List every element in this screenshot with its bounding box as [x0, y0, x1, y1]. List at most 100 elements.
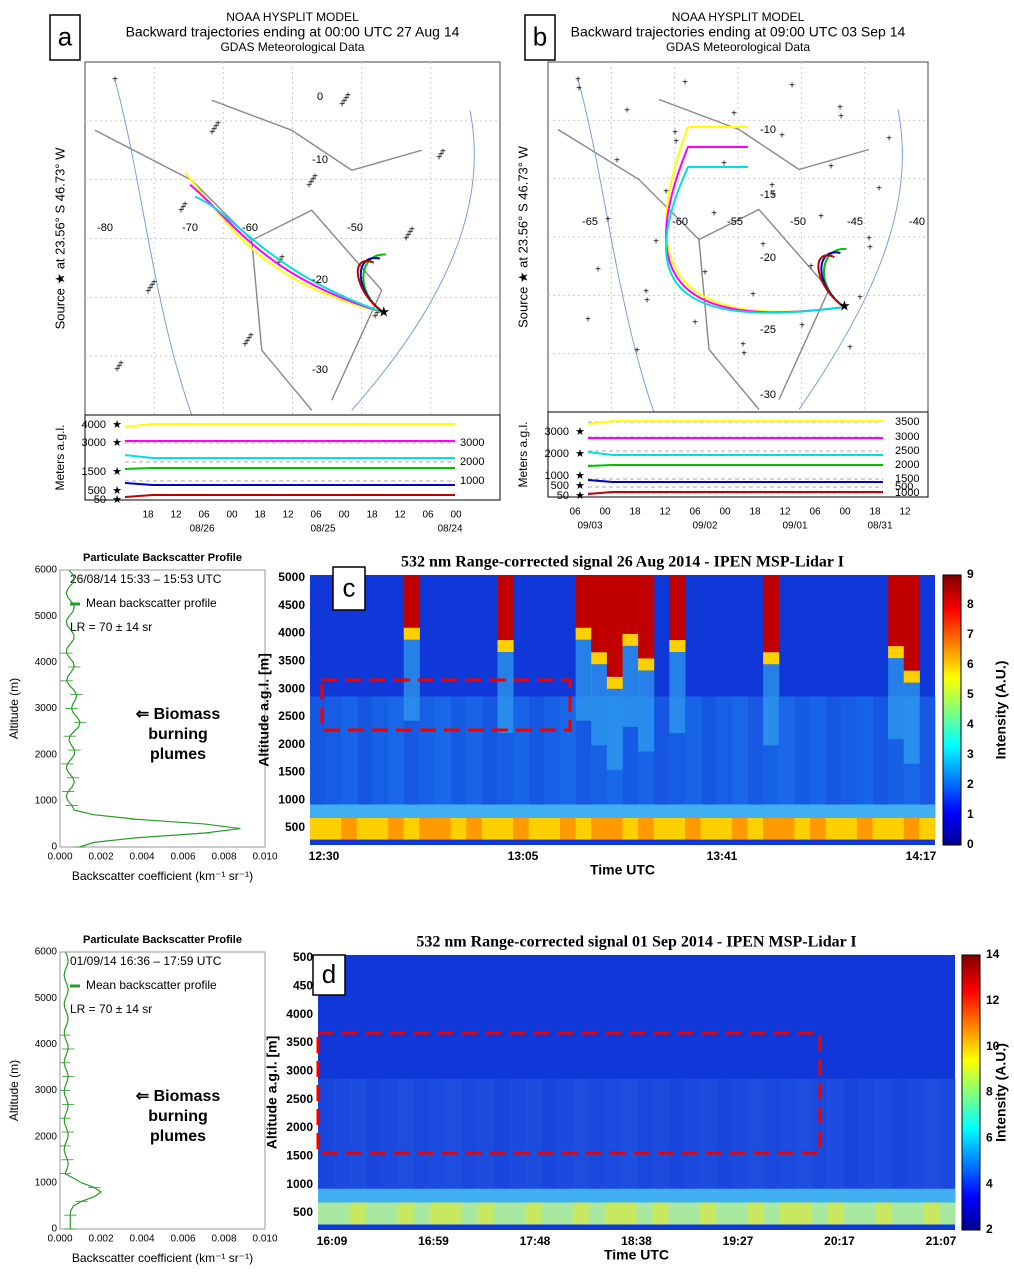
y-tick-label: 3000 — [35, 703, 58, 714]
map-tick-label: -30 — [312, 364, 328, 376]
y-axis-label: Altitude (m) — [7, 1060, 21, 1121]
profile-line — [65, 569, 241, 848]
heat-cell — [716, 696, 733, 805]
map-tick-label: -60 — [672, 216, 688, 228]
y-axis-label: Altitude (m) — [7, 678, 21, 739]
fire-marker: + — [721, 159, 727, 170]
heat-cell — [653, 818, 670, 840]
y-tick-label: 0 — [51, 842, 57, 853]
heat-cell — [700, 1188, 717, 1203]
heat-cell — [318, 1188, 335, 1203]
hour-tick-label: 00 — [719, 507, 731, 518]
heat-cell — [638, 575, 655, 659]
heat-cell — [419, 696, 436, 805]
heat-cell — [731, 818, 748, 840]
heat-cell — [341, 696, 358, 805]
x-axis-label: Time UTC — [590, 862, 655, 878]
heat-cell — [939, 1188, 956, 1203]
heat-cell — [810, 696, 827, 805]
heat-cell — [620, 1078, 637, 1189]
heat-cell — [356, 696, 373, 805]
heat-cell — [872, 804, 889, 818]
annotation: plumes — [150, 746, 206, 763]
heat-cell — [747, 804, 764, 818]
x-tick-label: 16:59 — [418, 1234, 449, 1248]
x-tick-label: 13:41 — [707, 849, 738, 863]
fire-marker: + — [213, 122, 219, 133]
heat-cell — [778, 804, 795, 818]
colorbar-tick-label: 10 — [986, 1039, 1000, 1053]
trajectory — [194, 195, 385, 314]
heat-cell — [466, 804, 483, 818]
fire-marker: + — [151, 278, 157, 289]
heat-cell — [381, 1078, 399, 1189]
heat-cell — [606, 688, 623, 770]
heat-cell — [875, 1202, 892, 1225]
fire-marker: + — [438, 150, 444, 161]
heat-cell — [544, 696, 561, 805]
heat-cell — [544, 804, 561, 818]
heat-cell — [795, 1078, 813, 1189]
height-trace — [124, 454, 455, 459]
heat-cell — [435, 804, 452, 818]
heat-cell — [556, 1078, 574, 1189]
fire-marker: + — [789, 81, 795, 92]
heat-cell — [477, 1202, 494, 1225]
heat-cell — [419, 804, 436, 818]
heat-cell — [481, 696, 498, 805]
fire-marker: + — [310, 175, 316, 186]
heat-cell — [668, 1188, 685, 1203]
height-tick-label: 3500 — [895, 416, 919, 428]
start-star: ★ — [112, 419, 122, 431]
fire-marker: + — [118, 359, 124, 370]
y-tick-label: 4000 — [35, 657, 58, 668]
heat-cell — [513, 804, 530, 818]
heat-cell — [477, 1188, 494, 1203]
heat-cell — [903, 804, 920, 818]
fire-marker: + — [750, 290, 756, 301]
heat-cell — [763, 575, 780, 653]
annotation: burning — [148, 1108, 208, 1125]
x-tick-label: 16:09 — [317, 1234, 348, 1248]
heat-cell — [450, 696, 467, 805]
heat-cell — [445, 1078, 462, 1189]
fire-marker: + — [808, 262, 814, 273]
height-trace — [124, 467, 455, 470]
coastline — [114, 80, 475, 451]
heat-cell — [652, 1078, 669, 1189]
heat-cell — [747, 1202, 765, 1225]
heat-cell — [497, 640, 514, 653]
map-tick-label: -20 — [760, 252, 776, 264]
heat-cell — [638, 818, 655, 840]
x-tick-label: 0.008 — [211, 1234, 236, 1245]
map-tick-label: -80 — [97, 222, 113, 234]
heat-cell — [604, 1202, 622, 1225]
height-trace — [587, 420, 883, 425]
height-trace — [124, 423, 455, 428]
legend-text: LR = 70 ± 14 sr — [70, 620, 152, 634]
height-trace — [124, 494, 455, 498]
fire-marker: + — [343, 94, 349, 105]
heat-cell — [606, 575, 623, 677]
start-star: ★ — [112, 494, 122, 506]
map-tick-label: -15 — [760, 189, 776, 201]
highlight-box — [316, 1031, 822, 1155]
fire-marker: + — [403, 234, 409, 245]
fire-marker: + — [112, 75, 118, 86]
heat-cell — [622, 575, 639, 634]
height-trace — [587, 479, 883, 483]
heat-cell — [556, 1202, 574, 1225]
hour-tick-label: 18 — [629, 507, 641, 518]
heat-cell — [668, 1078, 685, 1189]
heat-cell — [907, 1202, 924, 1225]
map-tick-label: -45 — [847, 216, 863, 228]
heat-cell — [365, 1078, 383, 1189]
x-tick-label: 0.000 — [47, 1234, 72, 1245]
heat-cell — [716, 1202, 733, 1225]
heat-cell — [429, 1202, 446, 1225]
map-tick-label: -60 — [242, 222, 258, 234]
colorbar-tick-label: 2 — [967, 777, 974, 791]
fire-marker: + — [672, 128, 678, 139]
heat-cell — [859, 1078, 876, 1189]
heat-cell — [732, 1078, 749, 1189]
